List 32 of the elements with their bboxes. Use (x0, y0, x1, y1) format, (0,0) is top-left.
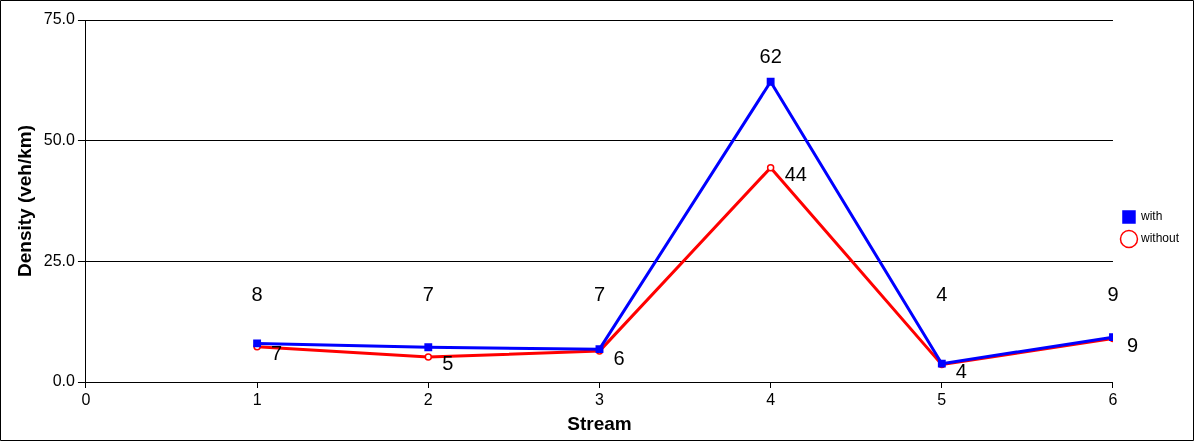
data-label: 44 (784, 163, 807, 186)
x-tick-label: 0 (81, 391, 91, 409)
data-label: 7 (422, 283, 434, 306)
x-tick-label: 2 (423, 391, 433, 409)
point (424, 353, 433, 361)
point (766, 163, 775, 172)
data-label: 7 (593, 283, 606, 306)
point (424, 343, 433, 352)
point (253, 339, 262, 348)
y-axis-title: Density (veh/km) (13, 124, 35, 278)
data-label: 9 (1126, 334, 1139, 357)
x-axis-title: Stream (567, 412, 632, 434)
x-tick-label: 1 (252, 391, 262, 409)
data-label: 5 (442, 352, 454, 375)
y-tick-label: 50.0 (43, 131, 76, 149)
data-label: 6 (613, 346, 625, 369)
y-tick-label: 25.0 (43, 251, 76, 269)
point (766, 77, 775, 86)
data-label: 62 (759, 45, 782, 68)
data-label: 4 (955, 360, 967, 383)
data-label: 9 (1107, 283, 1119, 306)
data-label: 7 (271, 342, 283, 365)
y-tick-label: 0.0 (52, 372, 76, 390)
y-tick-label: 75.0 (43, 10, 76, 28)
x-tick-label: 5 (937, 391, 947, 409)
x-tick-label: 3 (595, 391, 605, 409)
x-tick-label: 4 (766, 391, 776, 409)
data-label: 8 (251, 283, 263, 306)
x-tick-label: 6 (1108, 391, 1118, 409)
data-label: 4 (936, 283, 948, 306)
legend-label: with (1139, 209, 1163, 224)
legend-label: without (1139, 231, 1180, 246)
